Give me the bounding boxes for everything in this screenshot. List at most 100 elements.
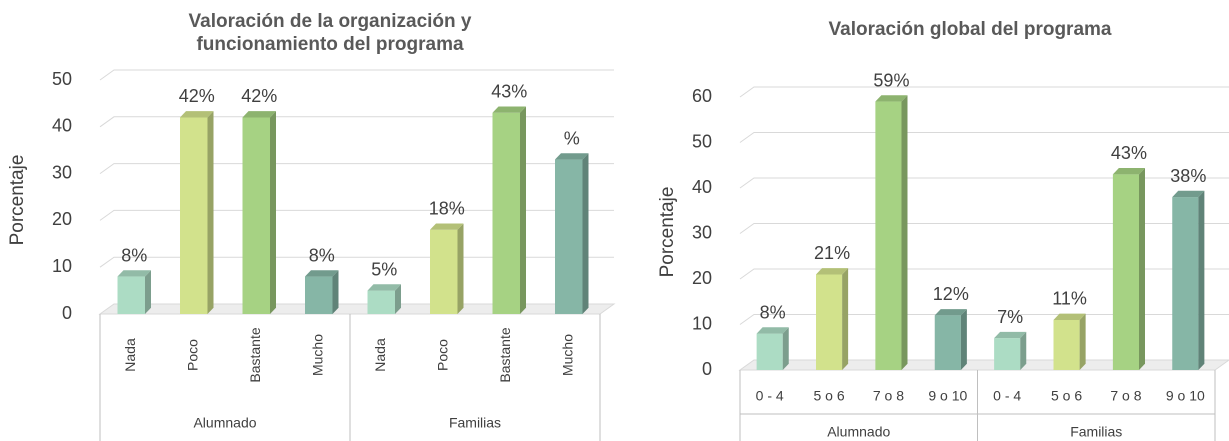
y-tick-label: 20	[52, 209, 72, 229]
bar-side	[960, 309, 967, 370]
bar-side	[1198, 190, 1205, 370]
bar-top	[117, 270, 151, 277]
bar-front	[242, 117, 270, 314]
bar	[367, 284, 401, 314]
y-tick-label: 50	[692, 131, 712, 151]
x-tick-label: Poco	[434, 339, 450, 371]
bar-top	[994, 331, 1027, 339]
grid-line	[739, 223, 1229, 234]
bar-top	[756, 327, 789, 334]
bar-top	[1172, 190, 1205, 198]
y-axis-label: Porcentaje	[7, 155, 28, 246]
bar-side	[901, 95, 908, 370]
value-label: 38%	[1170, 166, 1206, 186]
value-label: 42%	[179, 86, 215, 106]
grid-line	[739, 177, 1229, 189]
x-tick-label: Bastante	[247, 327, 263, 382]
bar-top	[367, 284, 401, 291]
x-tick-label: 5 o 6	[1051, 388, 1082, 404]
bar-front	[367, 290, 395, 314]
value-label: 18%	[429, 199, 465, 219]
bar-top	[555, 153, 589, 160]
bar-top	[1053, 313, 1086, 320]
bar-side	[457, 223, 464, 314]
bar-side	[582, 153, 589, 314]
grid-line	[99, 163, 614, 175]
bar-top	[934, 309, 967, 316]
bar-front	[117, 276, 145, 314]
y-tick-label: 40	[692, 177, 712, 197]
y-tick-label: 10	[692, 313, 712, 333]
bar	[1053, 313, 1086, 370]
value-label: 8%	[760, 302, 786, 322]
x-tick-label: 0 - 4	[756, 388, 784, 404]
value-label: 8%	[121, 245, 147, 265]
bar	[555, 153, 589, 314]
bar	[492, 106, 526, 315]
value-label: 11%	[1052, 289, 1087, 309]
bar	[756, 327, 789, 370]
bar-side	[520, 106, 526, 315]
x-tick-label: 9 o 10	[1166, 388, 1205, 404]
grid-line	[739, 132, 1229, 143]
floor	[738, 359, 1229, 371]
bar-side	[1139, 168, 1145, 370]
y-tick-label: 30	[692, 222, 712, 242]
value-label: 7%	[997, 307, 1023, 327]
value-label: 21%	[814, 243, 850, 263]
bar	[1112, 168, 1145, 370]
bar-front	[934, 315, 961, 370]
y-tick-label: 0	[702, 359, 712, 379]
bar-front	[994, 338, 1021, 370]
bar-top	[875, 95, 908, 102]
bar-side	[332, 270, 339, 314]
y-tick-label: 20	[692, 268, 712, 288]
bar-top	[1112, 168, 1145, 175]
bar-front	[1172, 197, 1199, 370]
bar-side	[782, 327, 789, 370]
x-tick-label: Nada	[122, 338, 138, 372]
x-tick-label: Bastante	[497, 327, 513, 382]
x-tick-label: Mucho	[559, 334, 575, 376]
value-label: 12%	[933, 284, 969, 304]
grid-line	[99, 209, 614, 221]
x-tick-label: Mucho	[309, 334, 325, 376]
x-tick-label: Nada	[372, 338, 388, 372]
bar	[1172, 190, 1205, 370]
bar	[430, 223, 464, 314]
value-label: 8%	[309, 245, 335, 265]
value-label: %	[564, 128, 580, 148]
bar-front	[180, 117, 208, 314]
bar-side	[270, 111, 276, 314]
bar-top	[430, 223, 464, 230]
grid-line	[99, 256, 614, 268]
bar-top	[816, 268, 849, 275]
bar-top	[492, 106, 526, 113]
bar-front	[875, 101, 902, 371]
y-tick-label: 0	[62, 303, 72, 323]
bar-side	[1020, 331, 1027, 370]
group-label: Alumnado	[827, 424, 890, 440]
value-label: 42%	[241, 86, 277, 106]
bar	[117, 270, 151, 314]
bar-front	[430, 229, 458, 314]
bar-side	[1079, 313, 1086, 370]
bar-front	[1053, 319, 1080, 370]
floor	[98, 303, 616, 315]
x-tick-label: 7 o 8	[873, 388, 904, 404]
grid-line	[739, 86, 1229, 98]
bar-front	[492, 112, 520, 314]
bar	[180, 111, 214, 314]
grid-line	[99, 116, 614, 128]
value-label: 5%	[371, 259, 397, 279]
bar-side	[395, 284, 401, 314]
bar-top	[305, 270, 339, 277]
y-tick-label: 50	[52, 69, 72, 89]
bar-top	[242, 111, 276, 118]
bar	[305, 270, 339, 314]
x-tick-label: Poco	[184, 339, 200, 371]
bar-front	[756, 333, 783, 370]
y-tick-label: 30	[52, 162, 72, 182]
